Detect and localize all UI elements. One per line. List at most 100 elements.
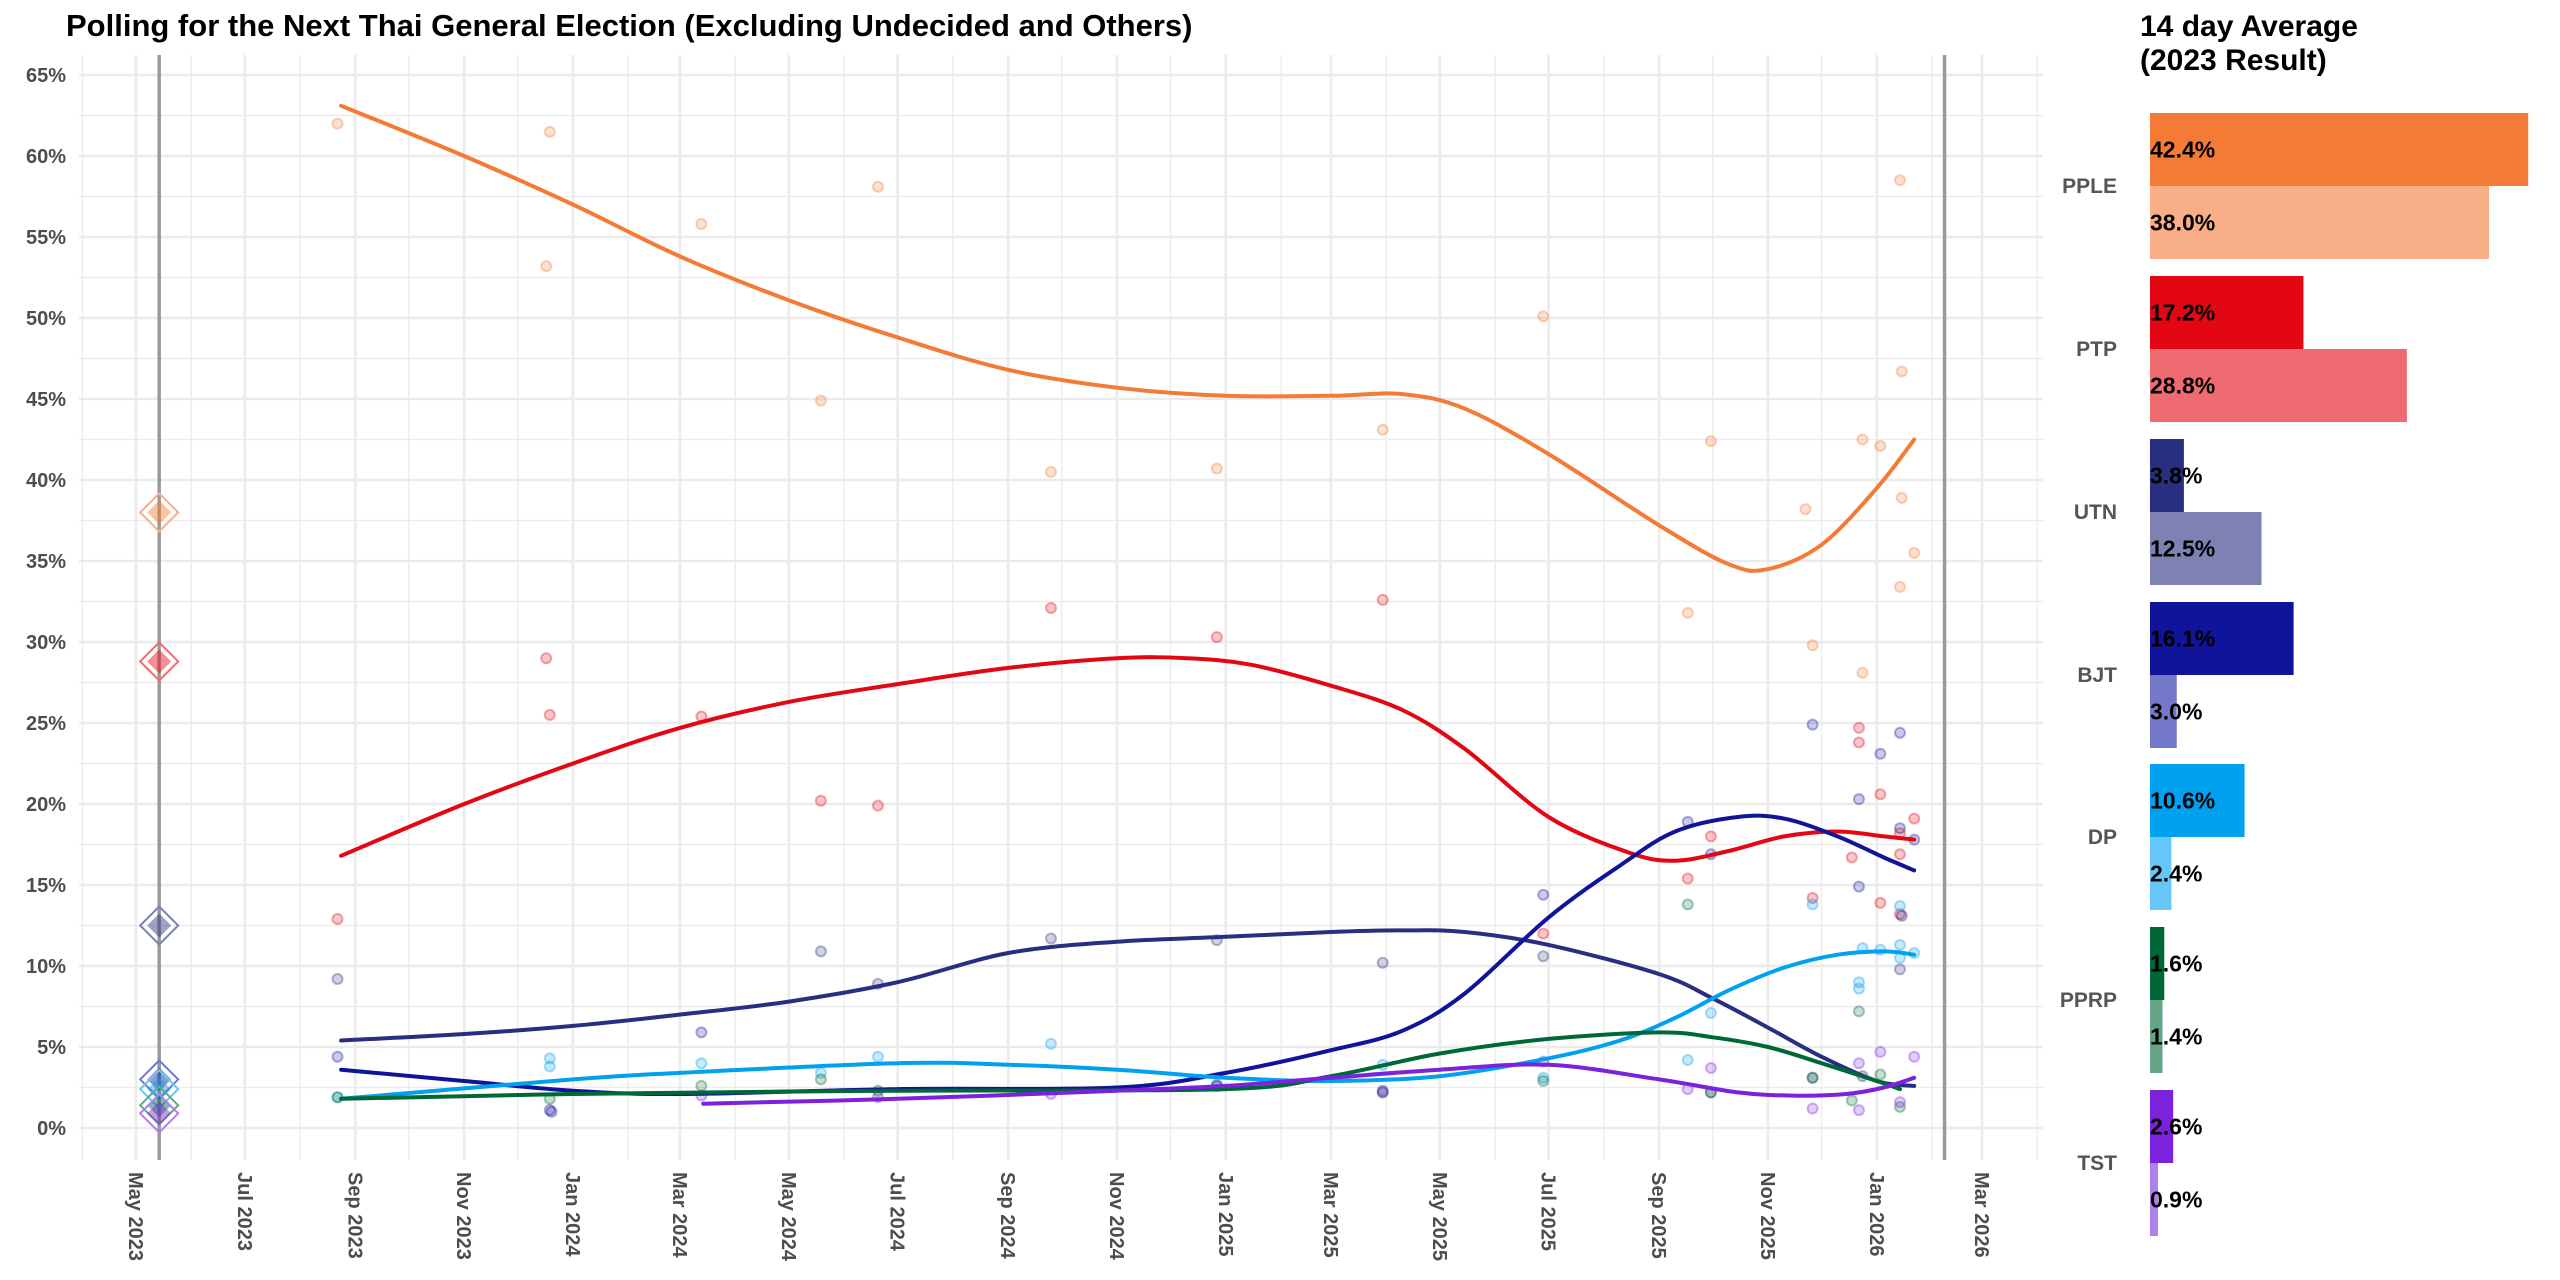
value-label-2023-result: 1.4%: [2150, 1024, 2202, 1050]
poll-point-dp: [1537, 1071, 1550, 1084]
poll-point-bjt: [545, 1105, 558, 1118]
diamond-fill: [147, 913, 172, 938]
poll-point-ptp: [871, 799, 884, 812]
bar-2023-result: [2150, 837, 2172, 910]
x-tick-label: May 2025: [1428, 1172, 1450, 1261]
poll-point-dp: [1893, 938, 1906, 951]
poll-point-tst: [1376, 1086, 1389, 1099]
y-tick-label: 60%: [26, 146, 66, 168]
value-label-2023-result: 3.0%: [2150, 699, 2202, 725]
poll-point-pprp: [1893, 1100, 1906, 1113]
poll-point-dp: [1806, 898, 1819, 911]
poll-point-pple: [1856, 433, 1869, 446]
poll-point-pple: [1893, 174, 1906, 187]
trend-line-pprp: [339, 1030, 1902, 1101]
result-2023-diamond-dp: [138, 1068, 180, 1110]
value-label-14-day-average: 17.2%: [2150, 300, 2215, 326]
poll-point-dp: [1044, 1037, 1057, 1050]
diamond-outline: [138, 491, 180, 533]
poll-point-ptp: [1893, 848, 1906, 861]
bar-14-day-average: [2150, 1090, 2174, 1163]
y-tick-label: 55%: [26, 227, 66, 249]
result-2023-diamond-tst: [138, 1093, 180, 1134]
y-tick-label: 65%: [26, 65, 66, 87]
x-tick-label: Mar 2025: [1319, 1172, 1341, 1258]
chart-title: Polling for the Next Thai General Electi…: [66, 8, 1193, 43]
party-label: PPLE: [2062, 175, 2117, 198]
poll-point-utn: [1806, 1071, 1819, 1084]
bar-group-pprp: PPRP 1.6% 1.4%: [2060, 927, 2202, 1073]
poll-point-pple: [1874, 439, 1887, 452]
trend-line-bjt: [339, 813, 1917, 1097]
diamond-outline: [138, 905, 180, 946]
poll-point-ptp: [1852, 721, 1865, 734]
x-axis-tick-labels: May 2023 Jul 2023 Sep 2023 Nov 2023 Jan 2024…: [124, 1172, 1992, 1262]
poll-point-bjt: [1537, 888, 1550, 901]
bar-chart-title-line2: (2023 Result): [2140, 44, 2327, 77]
bar-14-day-average: [2150, 764, 2245, 837]
poll-point-tst: [1893, 1096, 1906, 1109]
bar-2023-result: [2150, 349, 2407, 422]
poll-point-bjt: [1852, 793, 1865, 806]
line-chart-panel: 0% 5% 10% 15% 20% 25% 30% 35% 40% 45% 50% 55% 60% 65%…: [26, 55, 2043, 1262]
result-2023-diamond-bjt: [138, 1058, 180, 1100]
poll-point-pprp: [1376, 1086, 1389, 1099]
poll-point-pprp: [1681, 898, 1694, 911]
poll-point-pple: [1537, 310, 1550, 323]
bar-group-tst: TST 2.6% 0.9%: [2077, 1090, 2202, 1236]
poll-point-ptp: [331, 913, 344, 926]
result-2023-markers: [138, 491, 180, 1134]
poll-point-utn: [331, 972, 344, 985]
trend-lines: [339, 103, 1917, 1106]
diamond-fill: [147, 500, 172, 525]
diamond-fill: [147, 649, 172, 674]
value-label-2023-result: 28.8%: [2150, 373, 2215, 399]
poll-point-pple: [1806, 639, 1819, 652]
bar-2023-result: [2150, 675, 2177, 748]
y-tick-label: 35%: [26, 551, 66, 573]
poll-point-dp: [543, 1052, 556, 1065]
poll-point-ptp: [1893, 908, 1906, 921]
x-tick-label: Sep 2025: [1647, 1172, 1669, 1259]
y-tick-label: 0%: [37, 1118, 66, 1140]
y-tick-label: 5%: [37, 1037, 66, 1059]
poll-point-ptp: [1874, 896, 1887, 909]
poll-point-pprp: [1852, 1005, 1865, 1018]
poll-point-ptp: [1852, 736, 1865, 749]
poll-point-pple: [871, 180, 884, 193]
poll-point-bjt: [543, 1104, 556, 1117]
bar-14-day-average: [2150, 927, 2165, 1000]
poll-point-pple: [1895, 491, 1908, 504]
poll-point-pple: [1044, 465, 1057, 478]
poll-point-bjt: [1895, 909, 1908, 922]
value-label-2023-result: 2.4%: [2150, 861, 2202, 887]
value-label-14-day-average: 42.4%: [2150, 137, 2215, 163]
x-tick-label: May 2024: [777, 1172, 799, 1262]
y-tick-label: 50%: [26, 308, 66, 330]
poll-point-utn: [1537, 950, 1550, 963]
poll-point-dp: [1852, 982, 1865, 995]
poll-point-ptp: [1537, 927, 1550, 940]
poll-point-pple: [695, 218, 708, 231]
poll-point-dp: [871, 1050, 884, 1063]
poll-point-bjt: [331, 1050, 344, 1063]
poll-point-pprp: [1537, 1075, 1550, 1088]
bar-chart-panel: 14 day Average (2023 Result) PPLE 42.4% 38…: [2060, 10, 2529, 1236]
bar-group-dp: DP 10.6% 2.4%: [2088, 764, 2245, 910]
x-tick-label: May 2023: [124, 1172, 146, 1261]
x-tick-label: Nov 2025: [1756, 1172, 1778, 1260]
poll-point-ptp: [814, 794, 827, 807]
y-tick-label: 40%: [26, 470, 66, 492]
party-label: BJT: [2077, 664, 2117, 687]
poll-point-ptp: [1908, 812, 1921, 825]
poll-point-pple: [1895, 365, 1908, 378]
bar-14-day-average: [2150, 276, 2304, 349]
poll-point-dp: [1681, 1053, 1694, 1066]
diamond-outline: [138, 1058, 180, 1100]
x-tick-label: Jan 2025: [1214, 1172, 1236, 1257]
poll-point-utn: [814, 945, 827, 958]
poll-point-dp: [543, 1060, 556, 1073]
party-label: DP: [2088, 826, 2117, 849]
poll-point-dp: [1704, 1006, 1717, 1019]
bar-14-day-average: [2150, 439, 2184, 512]
